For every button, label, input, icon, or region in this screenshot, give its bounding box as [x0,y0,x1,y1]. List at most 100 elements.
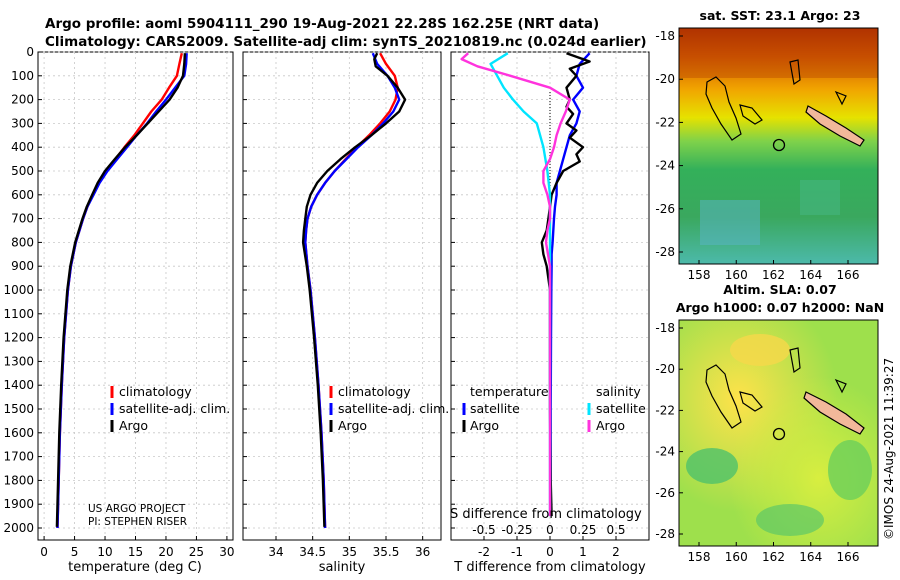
x-tick-label: 10 [97,545,112,559]
legend-title-salinity: salinity [596,384,641,399]
y-tick-label: 1700 [3,450,34,464]
x-tick-label: 2 [612,545,620,559]
legend-label-climatology: climatology [338,384,411,399]
map-x-tick-label: 166 [837,550,860,564]
difference-xlabel-top: S difference from climatology [450,507,642,522]
y-tick-label: 1000 [3,283,34,297]
y-tick-label: 100 [11,69,34,83]
map-x-tick-label: 164 [799,268,822,282]
sst-cool-patch [700,200,760,245]
y-tick-label: 200 [11,93,34,107]
argo-location-marker [772,427,786,441]
legend-label-temp-argo: Argo [470,418,499,433]
series-line-salinity-argo [460,52,571,517]
map-x-tick-label: 164 [799,550,822,564]
x-tick-label: 35.5 [373,545,400,559]
sla-map-frame [678,319,879,547]
y-tick-label: 400 [11,140,34,154]
sst-cool-patch [800,180,840,215]
difference-xlabel: T difference from climatology [453,560,646,575]
legend-label-argo: Argo [338,418,367,433]
map-y-tick-label: -20 [655,72,675,86]
figure-title-line2: Climatology: CARS2009. Satellite-adj cli… [45,34,647,50]
island-outline [789,59,801,86]
sla-map [678,319,879,547]
y-tick-label: 1100 [3,307,34,321]
map-x-tick-label: 162 [762,268,785,282]
map-x-tick-label: 158 [688,268,711,282]
series-line-argo [301,52,407,527]
island-outline [739,104,763,125]
map-y-tick-label: -22 [655,403,675,417]
map-axis-layer: -18 -20 -22 -24 -26 -28 158 160 162 164 166 -18 -20 -… [655,29,859,564]
y-tick-label: 1300 [3,354,34,368]
y-tick-label: 1400 [3,378,34,392]
temperature-legend: climatology satellite-adj. clim. Argo [110,384,230,433]
x-tick-label: -1 [511,545,523,559]
salinity-legend: climatology satellite-adj. clim. Argo [329,384,449,433]
x-tick-label: -2 [478,545,490,559]
x-tick-label-top: 0.25 [570,523,597,537]
new-caledonia-land [805,105,865,147]
credit-pi: PI: STEPHEN RISER [88,516,187,528]
sst-map [678,27,879,265]
map-x-tick-label: 162 [762,550,785,564]
island-outline [789,347,801,374]
island-outline [834,90,847,106]
island-outline [705,364,742,429]
x-tick-label-top: 0.5 [606,523,625,537]
map-y-tick-label: -24 [655,159,675,173]
island-outline [739,391,763,412]
x-tick-label: 34 [268,545,283,559]
island-outline [834,378,847,394]
island-outline [705,76,742,141]
series-line-temperature-argo [540,52,591,517]
sst-map-title: sat. SST: 23.1 Argo: 23 [700,8,861,23]
y-tick-label: 1600 [3,426,34,440]
x-tick-label: 36 [415,545,430,559]
difference-legend: temperature satellite Argo salinity sate… [462,384,646,433]
y-tick-label: 700 [11,212,34,226]
new-caledonia-land [803,391,865,435]
legend-title-temperature: temperature [470,384,549,399]
x-tick-label: 35 [342,545,357,559]
sla-map-title-line2: Argo h1000: 0.07 h2000: NaN [676,300,884,315]
argo-location-marker [772,138,786,152]
y-tick-label: 900 [11,259,34,273]
sst-warm-band [679,28,878,78]
x-tick-label: 34.5 [299,545,326,559]
x-tick-label: 30 [219,545,234,559]
x-tick-label: 15 [128,545,143,559]
legend-label-temp-satellite: satellite [470,401,520,416]
salinity-panel [242,51,442,541]
y-tick-label: 1800 [3,473,34,487]
y-tick-label: 1900 [3,497,34,511]
sla-map-title-line1: Altim. SLA: 0.07 [723,282,836,297]
map-y-tick-label: -18 [655,321,675,335]
series-line-argo [55,53,187,527]
y-tick-label: 600 [11,188,34,202]
map-y-tick-label: -22 [655,115,675,129]
x-tick-label-top: 0 [546,523,554,537]
y-tick-label: 800 [11,235,34,249]
temperature-xlabel: temperature (deg C) [68,560,202,575]
map-y-tick-label: -24 [655,445,675,459]
map-y-tick-label: -26 [655,486,675,500]
series-layer [55,52,591,529]
y-tick-label: 2000 [3,521,34,535]
map-x-tick-label: 160 [725,550,748,564]
x-tick-label-top: -0.5 [472,523,495,537]
y-tick-label: 0 [26,45,34,59]
legend-label-climatology: climatology [119,384,192,399]
x-tick-label: 25 [189,545,204,559]
x-tick-label: 20 [158,545,173,559]
legend-label-argo: Argo [119,418,148,433]
x-tick-label: 0 [40,545,48,559]
figure-title-line1: Argo profile: aoml 5904111_290 19-Aug-20… [45,16,599,32]
legend-label-satellite: satellite-adj. clim. [338,401,449,416]
credit-project: US ARGO PROJECT [88,503,186,515]
map-y-tick-label: -26 [655,202,675,216]
x-tick-label: 5 [71,545,79,559]
sst-map-frame [678,27,879,265]
